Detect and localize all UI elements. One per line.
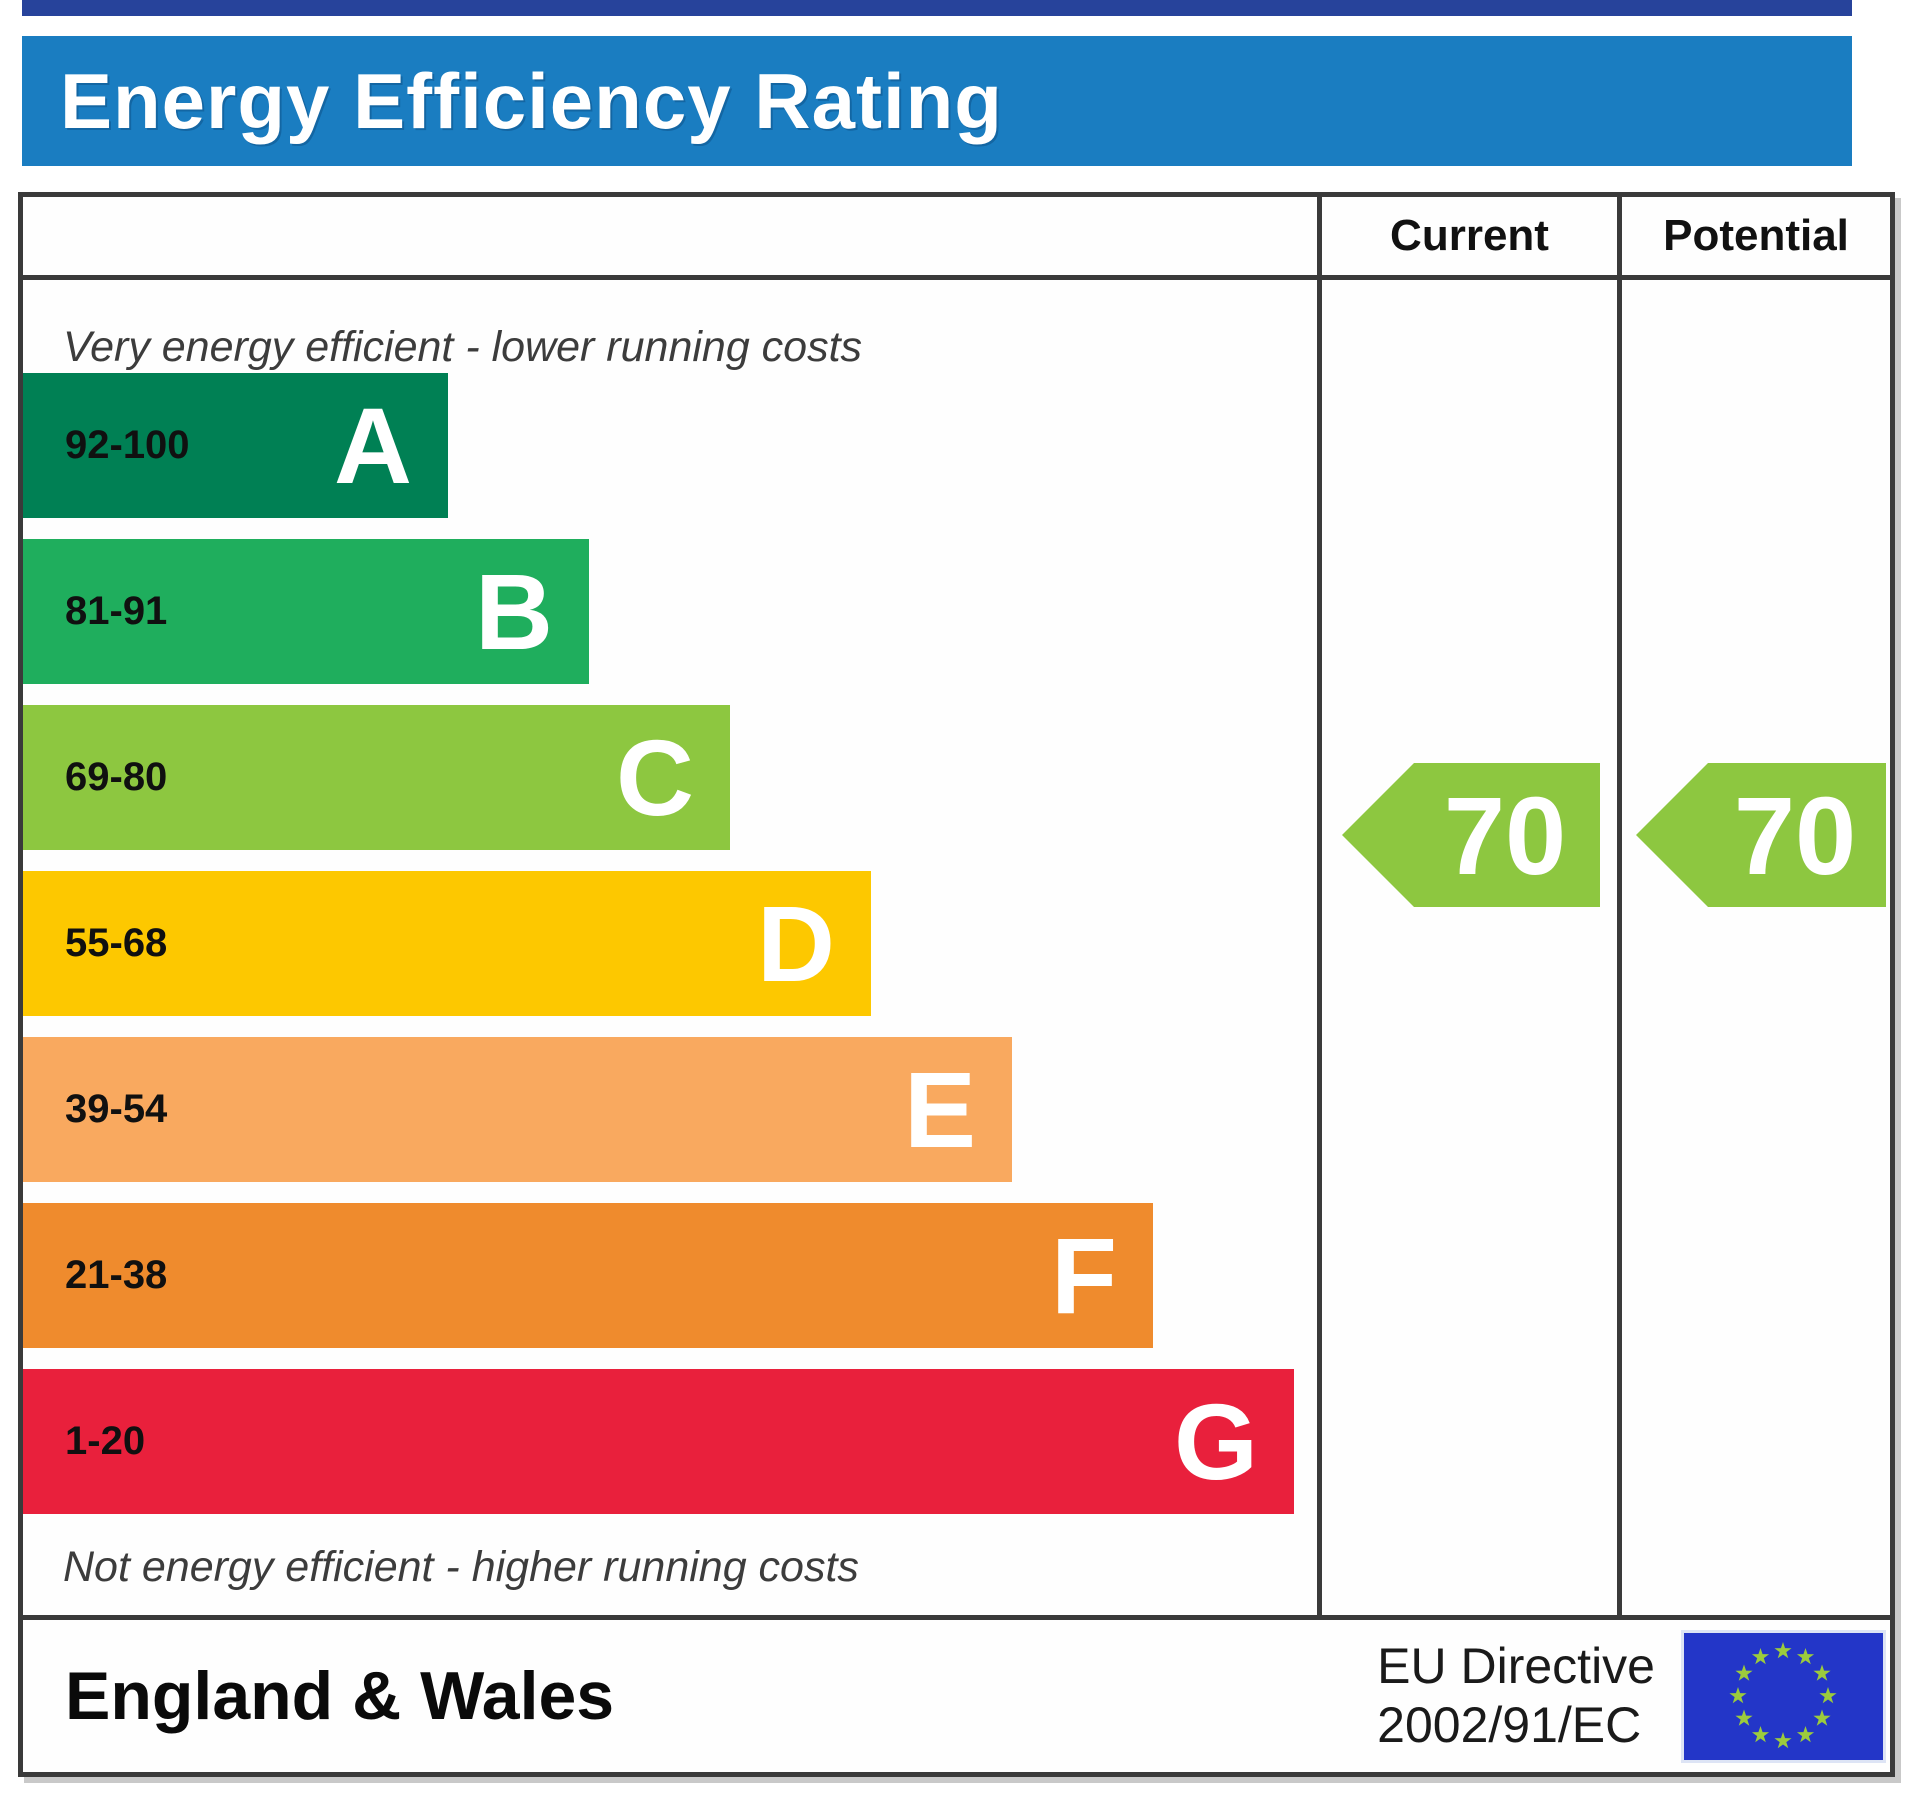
band-letter: G [1173,1380,1258,1502]
current-rating-value: 70 [1444,775,1566,898]
current-rating-arrow: 70 [1342,763,1600,907]
band-letter: F [1051,1214,1117,1336]
band-range-label: 55-68 [65,921,168,965]
band-range-label: 21-38 [65,1253,168,1297]
current-column-label: Current [1390,211,1549,260]
band-letter: B [475,550,553,672]
band-letter: D [757,882,835,1004]
band-bar-f: 21-38 F [23,1203,1153,1348]
table-footer-row: England & Wales EU Directive 2002/91/EC [23,1615,1890,1772]
band-range-label: 1-20 [65,1419,146,1463]
band-range-label: 81-91 [65,589,168,633]
bands-area: Very energy efficient - lower running co… [23,280,1317,1615]
page-title: Energy Efficiency Rating [60,56,1003,145]
eu-directive-line1: EU Directive [1377,1638,1655,1694]
eu-flag-icon [1681,1629,1886,1763]
header-spacer [23,197,1317,275]
potential-column-header: Potential [1617,197,1890,275]
rating-table: Current Potential Very energy efficient … [18,192,1895,1777]
current-column-header: Current [1317,197,1617,275]
table-body-row: Very energy efficient - lower running co… [23,280,1890,1615]
eu-directive-line2: 2002/91/EC [1377,1697,1642,1753]
potential-rating-value: 70 [1734,775,1856,898]
table-header-row: Current Potential [23,197,1890,280]
band-bar-e: 39-54 E [23,1037,1012,1182]
band-range-label: 39-54 [65,1087,168,1131]
band-bar-c: 69-80 C [23,705,730,850]
band-list: 92-100 A 81-91 B 69-80 C 55-68 D [23,373,1317,1514]
band-bar-g: 1-20 G [23,1369,1294,1514]
caption-very-efficient: Very energy efficient - lower running co… [63,323,863,371]
eu-directive-label: EU Directive 2002/91/EC [1377,1637,1655,1755]
band-bar-b: 81-91 B [23,539,589,684]
region-label: England & Wales [65,1658,615,1734]
band-letter: E [903,1048,976,1170]
potential-column-label: Potential [1663,211,1849,260]
caption-not-efficient: Not energy efficient - higher running co… [63,1543,859,1591]
band-range-label: 92-100 [65,423,190,467]
potential-rating-arrow: 70 [1636,763,1886,907]
band-bar-a: 92-100 A [23,373,448,518]
band-bar-d: 55-68 D [23,871,871,1016]
title-bar: Energy Efficiency Rating [22,36,1852,166]
band-letter: C [616,716,694,838]
current-column-body: 70 [1317,280,1617,1615]
potential-column-body: 70 [1617,280,1890,1615]
page-top-edge-decoration [22,0,1852,16]
band-letter: A [334,384,412,506]
band-range-label: 69-80 [65,755,168,799]
